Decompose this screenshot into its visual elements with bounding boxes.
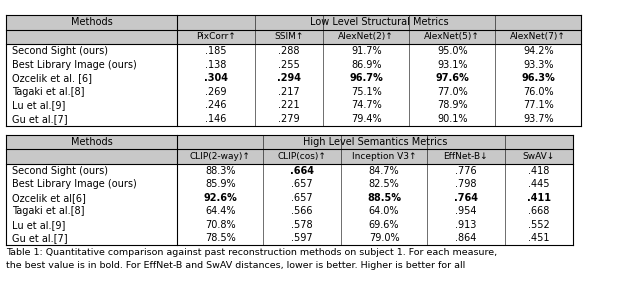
Text: Second Sight (ours): Second Sight (ours)	[12, 46, 108, 56]
Text: Tagaki et al.[8]: Tagaki et al.[8]	[12, 87, 84, 97]
Text: 92.6%: 92.6%	[204, 193, 237, 203]
Text: 94.2%: 94.2%	[523, 46, 554, 56]
Text: .578: .578	[291, 220, 313, 230]
Text: .146: .146	[205, 114, 227, 124]
Text: Inception V3↑: Inception V3↑	[352, 152, 416, 161]
Bar	[6, 30, 581, 44]
Text: EffNet-B↓: EffNet-B↓	[444, 152, 488, 161]
Text: Lu et al.[9]: Lu et al.[9]	[12, 100, 65, 110]
Text: 77.1%: 77.1%	[523, 100, 554, 110]
Text: 79.0%: 79.0%	[369, 233, 399, 243]
Text: Gu et al.[7]: Gu et al.[7]	[12, 114, 67, 124]
Text: .279: .279	[278, 114, 300, 124]
Text: 78.5%: 78.5%	[205, 233, 236, 243]
Text: .798: .798	[455, 179, 477, 189]
Text: Best Library Image (ours): Best Library Image (ours)	[12, 179, 136, 189]
Text: Methods: Methods	[71, 17, 113, 27]
Text: CLIP(cos)↑: CLIP(cos)↑	[278, 152, 326, 161]
Text: SwAV↓: SwAV↓	[523, 152, 555, 161]
Text: .664: .664	[290, 165, 314, 176]
Text: 97.6%: 97.6%	[435, 73, 469, 83]
Text: .217: .217	[278, 87, 300, 97]
Bar	[6, 149, 573, 164]
Text: .269: .269	[205, 87, 227, 97]
Text: .221: .221	[278, 100, 300, 110]
Text: .246: .246	[205, 100, 227, 110]
Text: Ozcelik et al[6]: Ozcelik et al[6]	[12, 193, 86, 203]
Text: .657: .657	[291, 179, 313, 189]
Text: 79.4%: 79.4%	[351, 114, 381, 124]
Text: .451: .451	[528, 233, 550, 243]
Text: .418: .418	[528, 165, 550, 176]
Text: .668: .668	[528, 206, 550, 216]
Text: Best Library Image (ours): Best Library Image (ours)	[12, 60, 136, 70]
Text: .411: .411	[527, 193, 551, 203]
Text: Table 1: Quantitative comparison against past reconstruction methods on subject : Table 1: Quantitative comparison against…	[6, 248, 498, 257]
Text: 93.1%: 93.1%	[437, 60, 467, 70]
Text: Ozcelik et al. [6]: Ozcelik et al. [6]	[12, 73, 92, 83]
Text: 88.5%: 88.5%	[367, 193, 401, 203]
Text: AlexNet(5)↑: AlexNet(5)↑	[424, 33, 480, 41]
Text: .776: .776	[455, 165, 477, 176]
Text: 69.6%: 69.6%	[369, 220, 399, 230]
Bar	[6, 135, 573, 149]
Text: 74.7%: 74.7%	[351, 100, 381, 110]
Text: 93.7%: 93.7%	[523, 114, 554, 124]
Text: .445: .445	[528, 179, 550, 189]
Text: 70.8%: 70.8%	[205, 220, 236, 230]
Text: AlexNet(7)↑: AlexNet(7)↑	[510, 33, 566, 41]
Text: .304: .304	[204, 73, 228, 83]
Text: 86.9%: 86.9%	[351, 60, 381, 70]
Text: 64.0%: 64.0%	[369, 206, 399, 216]
Text: 77.0%: 77.0%	[437, 87, 468, 97]
Text: .597: .597	[291, 233, 313, 243]
Text: .566: .566	[291, 206, 313, 216]
Text: 76.0%: 76.0%	[523, 87, 554, 97]
Text: .864: .864	[455, 233, 477, 243]
Text: .138: .138	[205, 60, 227, 70]
Text: Tagaki et al.[8]: Tagaki et al.[8]	[12, 206, 84, 216]
Text: .913: .913	[455, 220, 477, 230]
Text: SSIM↑: SSIM↑	[275, 33, 304, 41]
Text: .552: .552	[528, 220, 550, 230]
Text: .288: .288	[278, 46, 300, 56]
Text: 84.7%: 84.7%	[369, 165, 399, 176]
Text: AlexNet(2)↑: AlexNet(2)↑	[339, 33, 394, 41]
Text: 90.1%: 90.1%	[437, 114, 467, 124]
Text: 96.7%: 96.7%	[349, 73, 383, 83]
Text: 64.4%: 64.4%	[205, 206, 236, 216]
Text: .657: .657	[291, 193, 313, 203]
Text: 93.3%: 93.3%	[523, 60, 554, 70]
Text: .255: .255	[278, 60, 300, 70]
Text: 88.3%: 88.3%	[205, 165, 236, 176]
Text: .185: .185	[205, 46, 227, 56]
Text: 91.7%: 91.7%	[351, 46, 381, 56]
Text: Methods: Methods	[71, 137, 113, 147]
Text: 75.1%: 75.1%	[351, 87, 381, 97]
Text: 95.0%: 95.0%	[437, 46, 468, 56]
Text: 85.9%: 85.9%	[205, 179, 236, 189]
Text: .294: .294	[277, 73, 301, 83]
Text: 82.5%: 82.5%	[369, 179, 399, 189]
Text: PixCorr↑: PixCorr↑	[196, 33, 236, 41]
Text: Second Sight (ours): Second Sight (ours)	[12, 165, 108, 176]
Text: 78.9%: 78.9%	[437, 100, 468, 110]
Text: High Level Semantics Metrics: High Level Semantics Metrics	[303, 137, 447, 147]
Bar	[6, 15, 581, 30]
Text: Low Level Structural Metrics: Low Level Structural Metrics	[310, 17, 449, 27]
Text: Lu et al.[9]: Lu et al.[9]	[12, 220, 65, 230]
Text: the best value is in bold. For EffNet-B and SwAV distances, lower is better. Hig: the best value is in bold. For EffNet-B …	[6, 261, 466, 270]
Text: .764: .764	[454, 193, 478, 203]
Text: Gu et al.[7]: Gu et al.[7]	[12, 233, 67, 243]
Text: .954: .954	[455, 206, 477, 216]
Text: CLIP(2-way)↑: CLIP(2-way)↑	[190, 152, 251, 161]
Text: 96.3%: 96.3%	[522, 73, 555, 83]
